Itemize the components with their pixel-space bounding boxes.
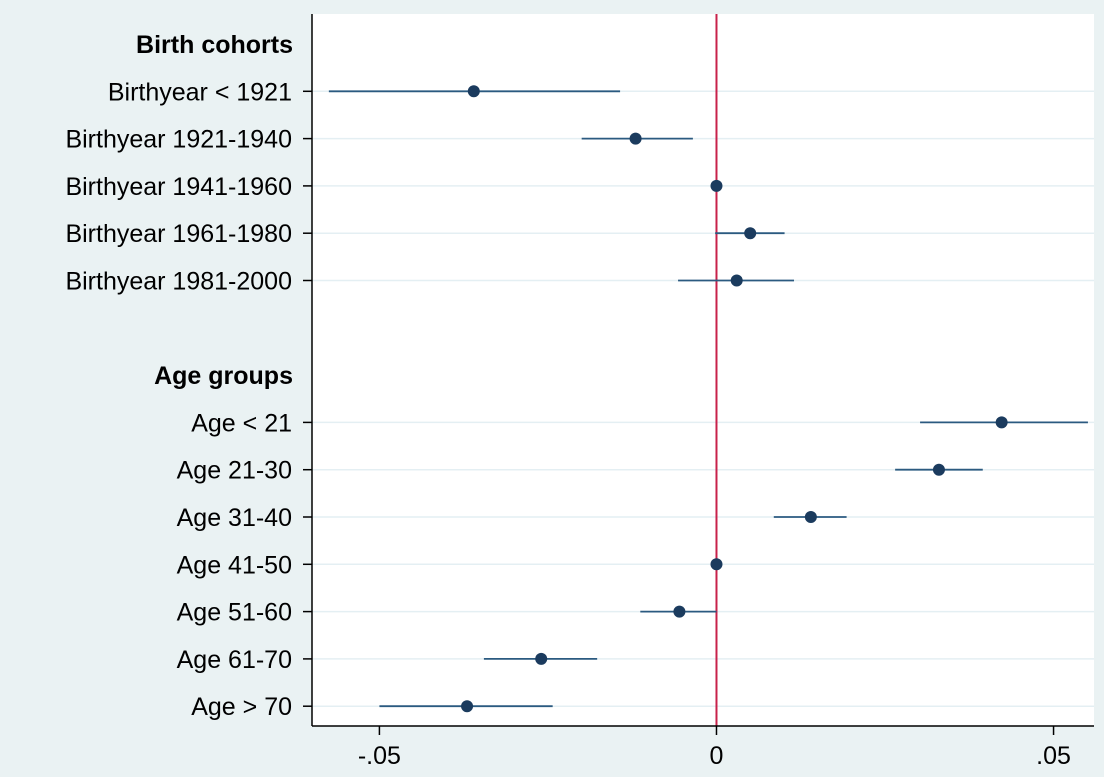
y-tick-label: Age > 70 (191, 693, 292, 721)
y-tick-label: Age 61-70 (177, 646, 292, 674)
point-estimate (467, 85, 480, 98)
y-tick-label: Age 51-60 (177, 599, 292, 627)
y-tick-label: Birthyear < 1921 (108, 78, 292, 106)
y-tick-label: Age < 21 (191, 409, 292, 437)
point-estimate (461, 700, 474, 713)
point-estimate (629, 132, 642, 145)
point-estimate (673, 605, 686, 618)
x-tick-label: .05 (1036, 742, 1071, 770)
y-tick-label: Age 31-40 (177, 504, 292, 532)
y-tick-label: Birthyear 1981-2000 (65, 268, 292, 296)
point-estimate (932, 463, 945, 476)
point-estimate (710, 558, 723, 571)
y-tick-label: Birthyear 1921-1940 (65, 126, 292, 154)
point-estimate (730, 274, 743, 287)
group-title: Birth cohorts (136, 31, 293, 59)
x-tick-label: 0 (710, 742, 724, 770)
x-tick-label: -.05 (358, 742, 401, 770)
plot-area (312, 14, 1094, 726)
y-tick-label: Age 21-30 (177, 457, 292, 485)
point-estimate (710, 179, 723, 192)
y-tick-label: Age 41-50 (177, 551, 292, 579)
point-estimate (535, 652, 548, 665)
group-title: Age groups (154, 362, 293, 390)
y-tick-label: Birthyear 1961-1980 (65, 220, 292, 248)
y-tick-label: Birthyear 1941-1960 (65, 173, 292, 201)
point-estimate (995, 416, 1008, 429)
point-estimate (744, 227, 757, 240)
point-estimate (804, 511, 817, 523)
